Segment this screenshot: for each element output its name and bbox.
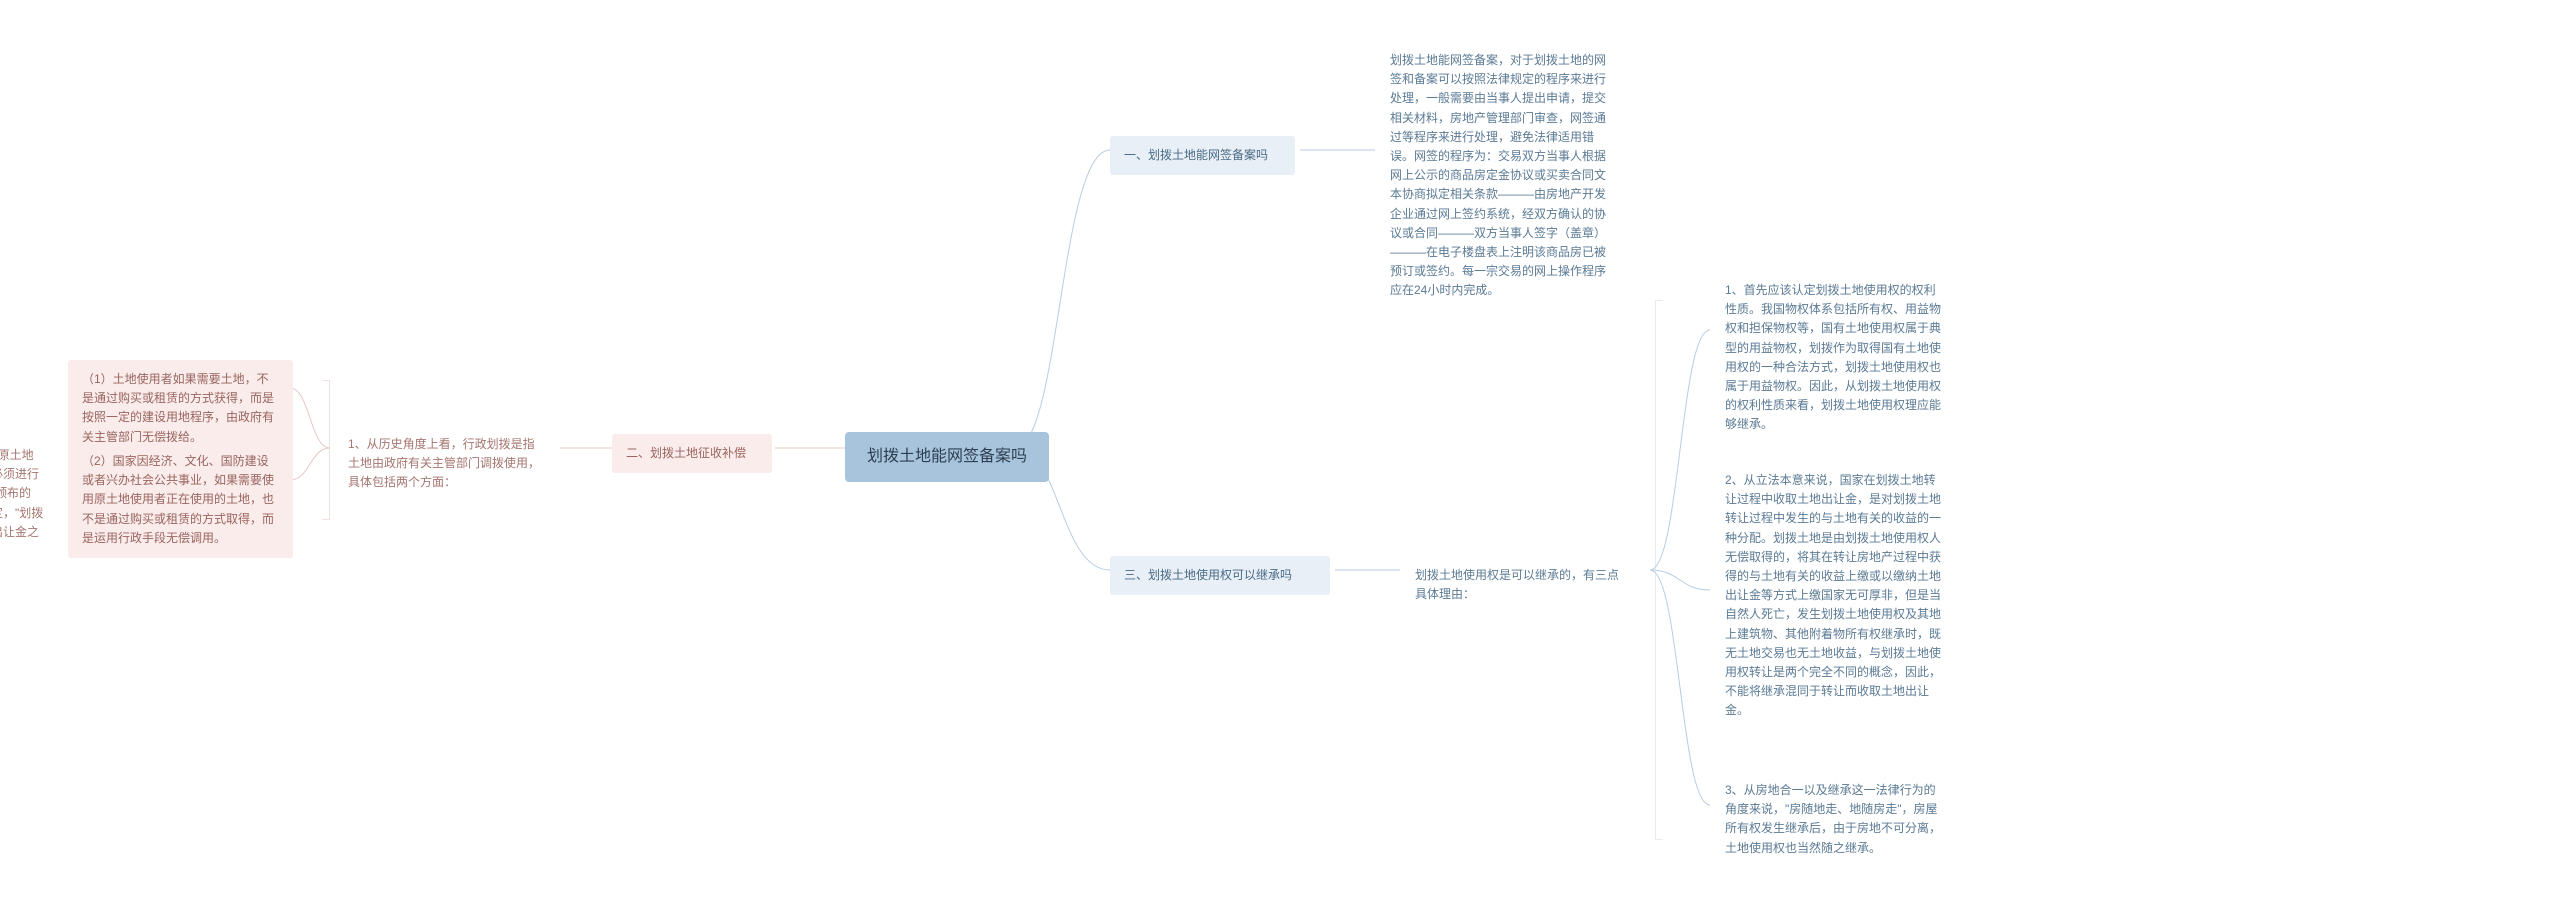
root-text: 划拨土地能网签备案吗 bbox=[867, 448, 1027, 465]
branch-3-leaf-1-text: 1、首先应该认定划拨土地使用权的权利性质。我国物权体系包括所有权、用益物权和担保… bbox=[1725, 283, 1941, 431]
branch-2-extra-text: 2、收回划拨土地使用权，应对原土地使用权人给予补偿，且补偿前必须进行价值评估。按… bbox=[0, 448, 43, 558]
branch-3-sub: 划拨土地使用权是可以继承的，有三点具体理由： bbox=[1400, 555, 1645, 615]
branch-2-leaf-2-text: （2）国家因经济、文化、国防建设或者兴办社会公共事业，如果需要使用原土地使用者正… bbox=[82, 454, 274, 545]
branch-2-leaf-2: （2）国家因经济、文化、国防建设或者兴办社会公共事业，如果需要使用原土地使用者正… bbox=[68, 442, 293, 558]
branch-2-sub-text: 1、从历史角度上看，行政划拨是指土地由政府有关主管部门调拨使用，具体包括两个方面… bbox=[348, 437, 540, 489]
branch-1-leaf-text: 划拨土地能网签备案，对于划拨土地的网签和备案可以按照法律规定的程序来进行处理，一… bbox=[1390, 53, 1606, 297]
branch-1-label: 一、划拨土地能网签备案吗 bbox=[1124, 148, 1268, 162]
branch-2-label: 二、划拨土地征收补偿 bbox=[626, 446, 746, 460]
branch-1-leaf: 划拨土地能网签备案，对于划拨土地的网签和备案可以按照法律规定的程序来进行处理，一… bbox=[1375, 40, 1625, 311]
bracket-b3 bbox=[1655, 300, 1663, 840]
bracket-b2 bbox=[322, 380, 330, 520]
branch-1: 一、划拨土地能网签备案吗 bbox=[1110, 136, 1295, 175]
branch-2-extra: 2、收回划拨土地使用权，应对原土地使用权人给予补偿，且补偿前必须进行价值评估。按… bbox=[0, 435, 60, 572]
branch-3-leaf-2: 2、从立法本意来说，国家在划拨土地转让过程中收取土地出让金，是对划拨土地转让过程… bbox=[1710, 460, 1960, 731]
branch-3-label: 三、划拨土地使用权可以继承吗 bbox=[1124, 568, 1292, 582]
branch-3-sub-text: 划拨土地使用权是可以继承的，有三点具体理由： bbox=[1415, 568, 1619, 601]
root-node: 划拨土地能网签备案吗 bbox=[845, 432, 1049, 482]
branch-3: 三、划拨土地使用权可以继承吗 bbox=[1110, 556, 1330, 595]
branch-3-leaf-1: 1、首先应该认定划拨土地使用权的权利性质。我国物权体系包括所有权、用益物权和担保… bbox=[1710, 270, 1960, 446]
branch-2-sub: 1、从历史角度上看，行政划拨是指土地由政府有关主管部门调拨使用，具体包括两个方面… bbox=[333, 424, 561, 504]
branch-2-leaf-1-text: （1）土地使用者如果需要土地，不是通过购买或租赁的方式获得，而是按照一定的建设用… bbox=[82, 372, 274, 444]
branch-3-leaf-3-text: 3、从房地合一以及继承这一法律行为的角度来说，"房随地走、地随房走"，房屋所有权… bbox=[1725, 783, 1941, 855]
branch-3-leaf-2-text: 2、从立法本意来说，国家在划拨土地转让过程中收取土地出让金，是对划拨土地转让过程… bbox=[1725, 473, 1941, 717]
branch-3-leaf-3: 3、从房地合一以及继承这一法律行为的角度来说，"房随地走、地随房走"，房屋所有权… bbox=[1710, 770, 1960, 869]
branch-2: 二、划拨土地征收补偿 bbox=[612, 434, 772, 473]
